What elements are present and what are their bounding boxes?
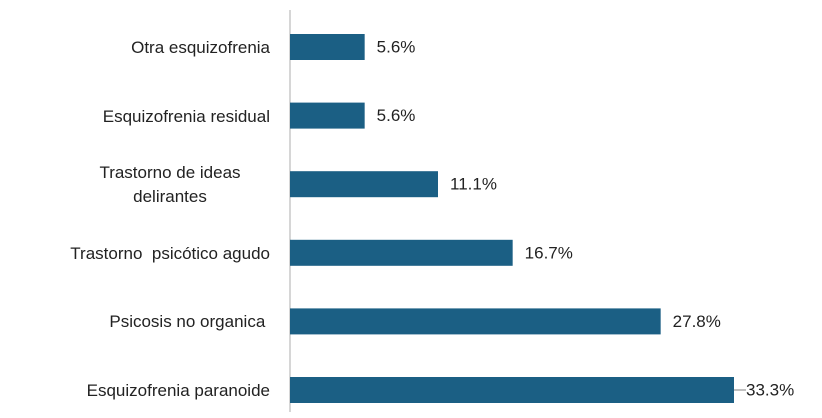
value-label: 33.3% [746,380,794,399]
bar [290,239,513,266]
bar [290,308,661,335]
bar [290,102,365,129]
value-label: 27.8% [673,312,721,331]
category-label: Otra esquizofrenia [131,38,270,57]
category-label: Psicosis no organica [109,312,270,332]
category-label: Esquizofrenia paranoide [86,381,270,400]
value-label: 16.7% [525,243,573,262]
value-label: 5.6% [377,37,416,56]
bar [290,34,365,60]
bar [290,377,734,403]
category-label: Trastorno de ideas delirantes [99,163,246,207]
category-label: Esquizofrenia residual [102,106,270,126]
value-label: 11.1% [450,175,497,194]
value-label: 5.6% [377,106,416,125]
category-label: Trastorno psicótico agudo [70,243,270,263]
bar [290,171,438,198]
